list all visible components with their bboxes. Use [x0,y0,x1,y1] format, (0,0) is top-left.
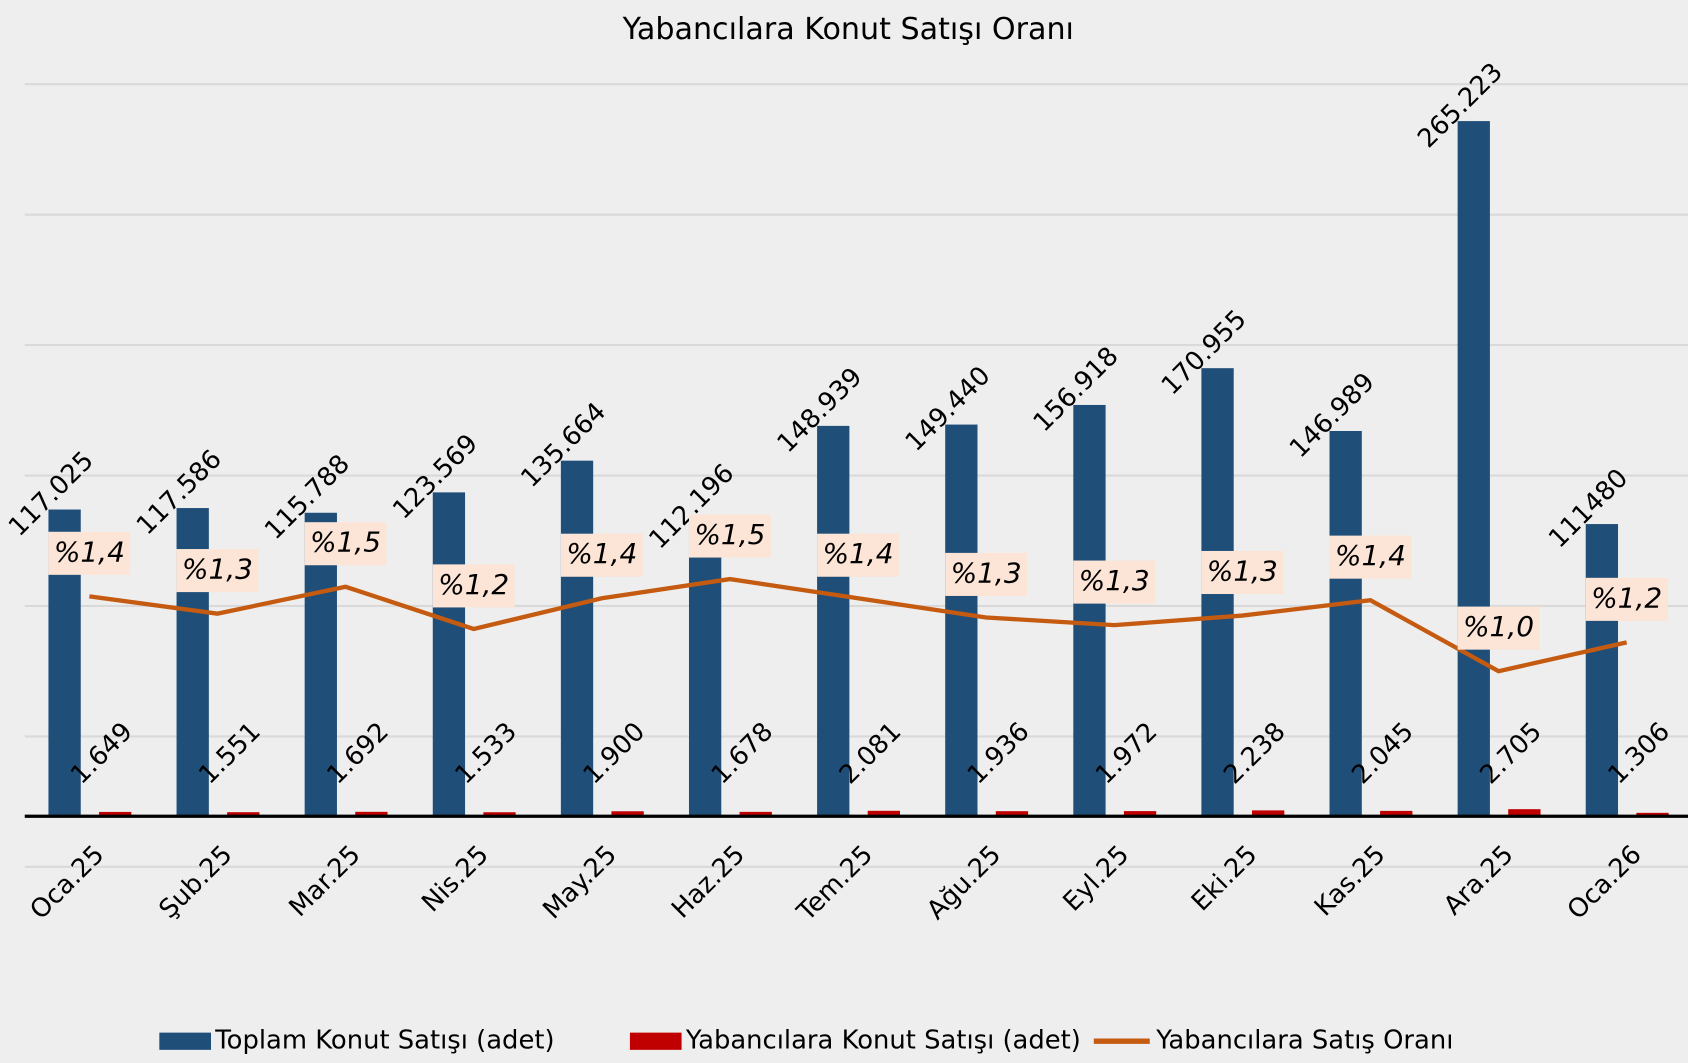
bar [1585,524,1619,817]
bar [1252,810,1285,817]
x-tick-label: Eki.25 [1186,840,1263,917]
data-label: %1,3 [1079,564,1150,597]
legend-label: Yabancılara Satış Oranı [1155,1026,1453,1056]
data-label-box: %1,2 [432,564,515,608]
bar [355,811,388,817]
bar [227,812,260,817]
label-bg [688,514,771,558]
label-bg [945,552,1028,596]
label-bg [176,549,259,593]
data-label: %1,4 [54,535,125,568]
x-tick-label: Kas.25 [1309,840,1392,923]
x-tick-label: Ara.25 [1438,840,1519,921]
line [89,576,1628,674]
data-label-box: %1,4 [48,531,131,575]
bar [817,425,850,817]
x-tick-label: Oca.26 [1562,840,1648,926]
bar [867,810,900,817]
data-label: %1,0 [1463,610,1534,643]
data-label-box: %1,3 [945,552,1028,596]
data-label-box: %1,4 [560,533,643,577]
data-label: %1,3 [1207,554,1278,587]
x-tick-label: Tem.25 [791,840,879,928]
data-label-box: %1,3 [176,549,259,593]
bar [1073,404,1106,817]
data-label: %1,3 [182,553,253,586]
data-label: %1,4 [822,537,893,570]
label-bg [48,531,131,575]
label-bg [1329,535,1412,579]
data-label: %1,2 [1591,581,1662,614]
data-label: %1,4 [566,537,637,570]
bar [1457,121,1490,817]
bar [1123,811,1157,817]
x-tick-label: May.25 [537,840,622,925]
bar [739,811,772,817]
bar [1508,809,1541,817]
bar [99,811,132,817]
x-tick-label: Nis.25 [416,840,495,919]
label-bg [1585,577,1668,621]
x-tick-label: Eyl.25 [1058,840,1136,918]
data-label: %1,5 [694,518,765,551]
data-label: %1,4 [1335,539,1406,572]
legend-swatch [629,1032,682,1050]
bar [611,811,644,817]
x-tick-label: Şub.25 [153,840,238,925]
data-label-box: %1,5 [688,514,771,558]
bar [1329,430,1362,817]
data-label-box: %1,5 [304,522,387,566]
legend-label: Toplam Konut Satışı (adet) [214,1026,554,1056]
x-tick-label: Oca.25 [25,840,111,926]
bar [1380,810,1413,817]
data-label: %1,3 [951,556,1022,589]
data-label: %1,5 [310,526,381,559]
data-label-box: %1,0 [1457,606,1540,650]
x-tick-label: Haz.25 [666,840,751,925]
label-bg [1073,560,1156,604]
label-bg [432,564,515,608]
label-bg [1201,550,1284,595]
label-bg [1457,606,1540,650]
data-label-box: %1,3 [1073,560,1156,604]
data-label-box: %1,3 [1201,550,1284,595]
x-tick-label: Mar.25 [284,840,367,923]
data-label-box: %1,4 [1329,535,1412,579]
bar [1636,812,1669,817]
label-bg [560,533,643,577]
label-bg [304,522,387,566]
label-bg [817,533,899,577]
data-label: %1,2 [438,568,509,601]
bar [432,492,466,817]
bar [945,424,978,817]
legend-swatch [159,1032,211,1050]
bar [688,522,722,817]
x-tick-label: Ağu.25 [921,840,1007,926]
data-label-box: %1,4 [817,533,899,577]
chart-title: Yabancılara Konut Satışı Oranı [622,12,1074,47]
bar [560,460,594,817]
legend-label: Yabancılara Konut Satışı (adet) [685,1026,1081,1056]
data-label-box: %1,2 [1585,577,1668,621]
bar [995,811,1029,817]
bar [483,812,516,817]
